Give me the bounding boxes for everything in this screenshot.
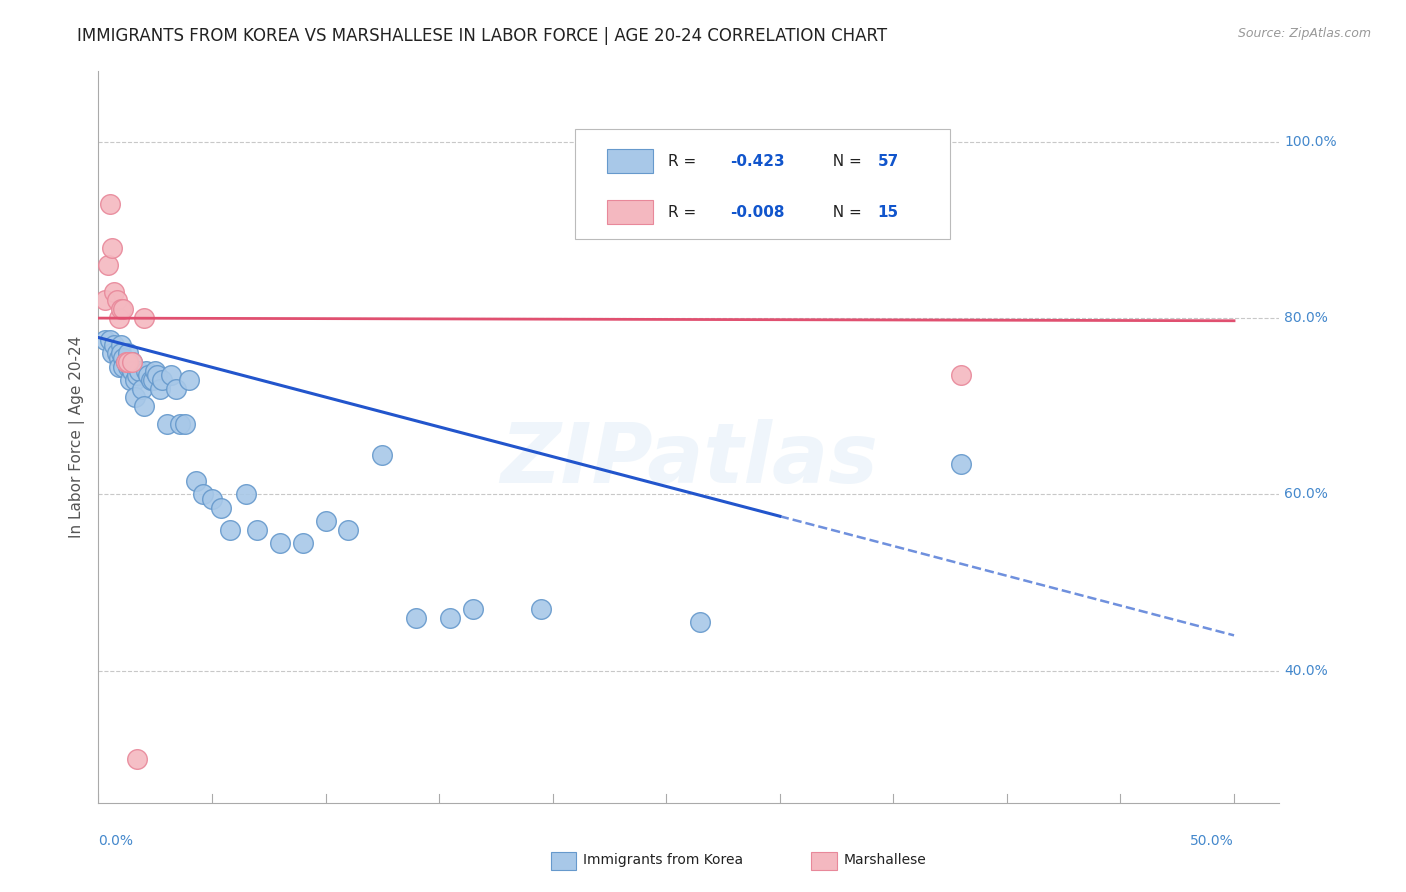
Point (124, 391, 146, 405)
Point (315, 514, 337, 528)
FancyBboxPatch shape (575, 128, 950, 239)
Text: N =: N = (823, 205, 866, 219)
Point (125, 368, 148, 383)
Point (108, 351, 131, 365)
Point (269, 536, 291, 550)
Text: R =: R = (668, 153, 702, 169)
Point (94, 293, 117, 308)
Point (96, 258, 118, 272)
Point (114, 355, 136, 369)
Point (112, 302, 135, 317)
Text: 100.0%: 100.0% (1284, 135, 1337, 149)
Point (155, 417, 177, 431)
Point (463, 602, 485, 616)
Point (121, 355, 143, 369)
Point (235, 487, 257, 501)
Point (120, 359, 142, 374)
Point (146, 368, 169, 383)
Point (132, 311, 155, 326)
Text: Source: ZipAtlas.com: Source: ZipAtlas.com (1237, 27, 1371, 40)
Point (112, 359, 135, 374)
Point (112, 351, 135, 365)
Point (439, 611, 461, 625)
Text: 15: 15 (877, 205, 898, 219)
Point (128, 364, 150, 378)
FancyBboxPatch shape (607, 149, 652, 173)
Point (138, 368, 160, 383)
Point (135, 364, 157, 378)
Point (117, 346, 139, 360)
Point (184, 474, 207, 488)
Text: 50.0%: 50.0% (1191, 834, 1234, 847)
Point (150, 373, 173, 387)
Point (110, 337, 132, 351)
Point (530, 602, 553, 616)
Point (108, 359, 131, 374)
Point (117, 359, 139, 374)
Point (117, 355, 139, 369)
Text: 60.0%: 60.0% (1284, 487, 1327, 501)
Text: N =: N = (823, 153, 866, 169)
Point (139, 373, 162, 387)
Point (103, 337, 125, 351)
FancyBboxPatch shape (607, 201, 652, 225)
Point (143, 364, 166, 378)
Point (114, 355, 136, 369)
Point (121, 355, 143, 369)
Point (101, 346, 124, 360)
Point (149, 382, 172, 396)
Point (105, 346, 128, 360)
Text: 0.0%: 0.0% (98, 834, 134, 847)
Text: Immigrants from Korea: Immigrants from Korea (583, 853, 744, 867)
Point (105, 293, 128, 308)
Point (173, 417, 195, 431)
Point (94, 333, 117, 347)
Point (125, 752, 148, 766)
Point (98, 333, 121, 347)
Point (337, 523, 360, 537)
Point (191, 487, 214, 501)
Point (131, 382, 153, 396)
Point (120, 373, 142, 387)
Point (246, 523, 269, 537)
Text: 80.0%: 80.0% (1284, 311, 1327, 325)
Text: 40.0%: 40.0% (1284, 664, 1327, 678)
Point (142, 373, 165, 387)
Text: IMMIGRANTS FROM KOREA VS MARSHALLESE IN LABOR FORCE | AGE 20-24 CORRELATION CHAR: IMMIGRANTS FROM KOREA VS MARSHALLESE IN … (77, 27, 887, 45)
Point (405, 611, 427, 625)
Point (101, 241, 124, 255)
Point (110, 302, 132, 317)
Point (950, 368, 973, 383)
Point (169, 417, 191, 431)
Point (108, 311, 131, 326)
Point (371, 448, 394, 462)
Y-axis label: In Labor Force | Age 20-24: In Labor Force | Age 20-24 (69, 336, 84, 538)
Text: -0.008: -0.008 (730, 205, 785, 219)
Point (160, 368, 183, 383)
Point (950, 457, 973, 471)
Text: -0.423: -0.423 (730, 153, 785, 169)
Point (291, 536, 314, 550)
Point (103, 285, 125, 299)
Point (201, 491, 224, 506)
Text: 57: 57 (877, 153, 898, 169)
Point (124, 373, 146, 387)
Point (132, 399, 155, 413)
Point (121, 364, 143, 378)
Point (98, 196, 121, 211)
Point (179, 373, 201, 387)
Point (110, 346, 132, 360)
Point (165, 382, 187, 396)
Point (209, 500, 232, 515)
Text: Marshallese: Marshallese (844, 853, 927, 867)
Point (689, 615, 711, 629)
Text: ZIPatlas: ZIPatlas (501, 418, 877, 500)
Point (586, 157, 609, 171)
Text: R =: R = (668, 205, 702, 219)
Point (219, 523, 242, 537)
